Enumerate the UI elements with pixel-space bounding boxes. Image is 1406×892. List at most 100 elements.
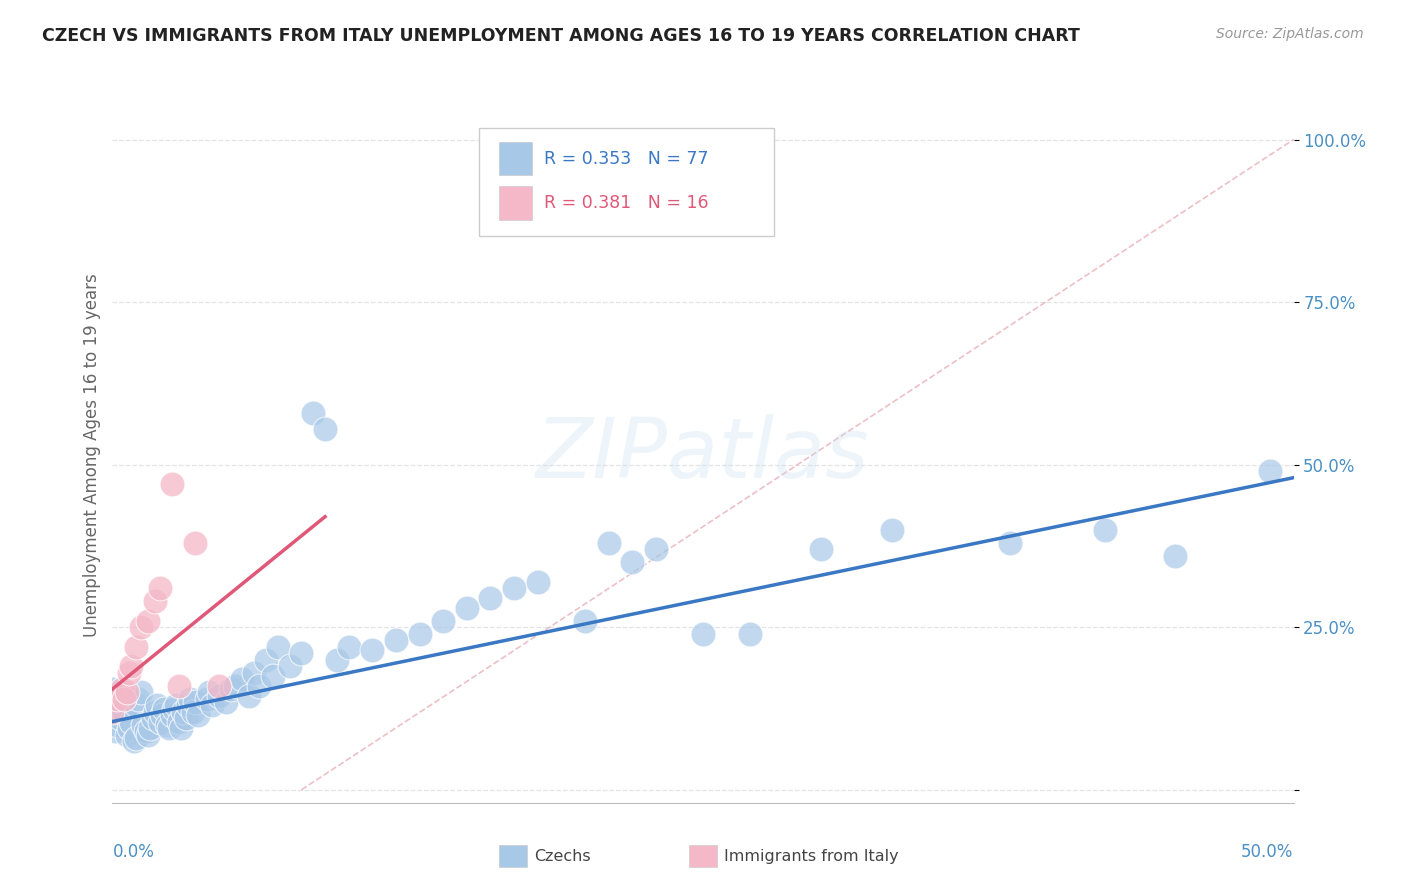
Point: [278, 659, 301, 673]
Point: [598, 535, 620, 549]
Point: [143, 705, 166, 719]
Point: [120, 659, 142, 673]
Point: [115, 685, 138, 699]
Point: [105, 691, 128, 706]
Point: [1164, 549, 1187, 563]
Point: [195, 691, 218, 706]
Point: [692, 626, 714, 640]
Point: [247, 679, 270, 693]
Point: [326, 653, 349, 667]
Point: [101, 705, 124, 719]
Point: [101, 681, 124, 696]
Point: [644, 542, 666, 557]
Point: [262, 669, 284, 683]
Point: [184, 535, 207, 549]
Point: [1094, 523, 1116, 537]
Point: [167, 714, 190, 729]
Point: [238, 689, 260, 703]
Point: [156, 718, 179, 732]
Point: [621, 555, 644, 569]
Point: [149, 714, 172, 729]
Point: [314, 422, 336, 436]
Point: [1258, 464, 1281, 478]
Point: [574, 614, 596, 628]
Text: 50.0%: 50.0%: [1241, 843, 1294, 861]
Point: [135, 724, 157, 739]
Text: Source: ZipAtlas.com: Source: ZipAtlas.com: [1216, 27, 1364, 41]
Point: [129, 620, 152, 634]
Point: [150, 708, 173, 723]
Point: [361, 643, 384, 657]
Point: [179, 691, 201, 706]
Text: Czechs: Czechs: [534, 849, 591, 863]
Point: [243, 665, 266, 680]
Point: [136, 614, 159, 628]
Point: [165, 698, 187, 713]
Point: [120, 714, 142, 729]
Point: [160, 477, 183, 491]
Point: [125, 698, 148, 713]
Point: [880, 523, 903, 537]
Point: [208, 689, 231, 703]
Text: ZIPatlas: ZIPatlas: [536, 415, 870, 495]
Point: [118, 721, 141, 735]
Point: [163, 701, 186, 715]
Point: [112, 691, 135, 706]
Point: [136, 727, 159, 741]
Point: [146, 698, 169, 713]
Point: [104, 724, 127, 739]
Point: [129, 685, 152, 699]
Point: [254, 653, 277, 667]
FancyBboxPatch shape: [499, 142, 531, 175]
Point: [526, 574, 548, 589]
Point: [998, 535, 1021, 549]
Point: [143, 594, 166, 608]
Point: [181, 705, 204, 719]
Point: [177, 698, 200, 713]
Point: [201, 698, 224, 713]
Text: 0.0%: 0.0%: [112, 843, 155, 861]
Point: [302, 406, 325, 420]
Point: [172, 705, 194, 719]
Point: [118, 665, 141, 680]
Point: [111, 681, 134, 696]
Point: [408, 626, 430, 640]
Text: R = 0.353   N = 77: R = 0.353 N = 77: [544, 150, 709, 168]
Point: [231, 672, 253, 686]
Point: [432, 614, 454, 628]
Point: [170, 721, 193, 735]
Point: [224, 679, 246, 693]
Point: [479, 591, 502, 605]
Text: CZECH VS IMMIGRANTS FROM ITALY UNEMPLOYMENT AMONG AGES 16 TO 19 YEARS CORRELATIO: CZECH VS IMMIGRANTS FROM ITALY UNEMPLOYM…: [42, 27, 1080, 45]
Point: [810, 542, 832, 557]
FancyBboxPatch shape: [499, 186, 531, 219]
Point: [108, 711, 131, 725]
Point: [290, 646, 312, 660]
Point: [385, 633, 408, 648]
Point: [132, 718, 155, 732]
Point: [160, 708, 183, 723]
Point: [174, 711, 197, 725]
Point: [105, 718, 128, 732]
Point: [167, 679, 190, 693]
FancyBboxPatch shape: [478, 128, 773, 235]
Text: R = 0.381   N = 16: R = 0.381 N = 16: [544, 194, 709, 212]
Point: [184, 695, 207, 709]
Point: [208, 679, 231, 693]
Point: [215, 695, 238, 709]
Text: Immigrants from Italy: Immigrants from Italy: [724, 849, 898, 863]
Point: [503, 581, 526, 595]
Point: [157, 721, 180, 735]
Point: [112, 705, 135, 719]
Point: [337, 640, 360, 654]
Point: [198, 685, 221, 699]
Y-axis label: Unemployment Among Ages 16 to 19 years: Unemployment Among Ages 16 to 19 years: [83, 273, 101, 637]
Point: [115, 727, 138, 741]
Point: [142, 711, 165, 725]
Point: [153, 701, 176, 715]
Point: [125, 640, 148, 654]
Point: [267, 640, 290, 654]
Point: [186, 708, 208, 723]
Point: [122, 734, 145, 748]
Point: [139, 721, 162, 735]
